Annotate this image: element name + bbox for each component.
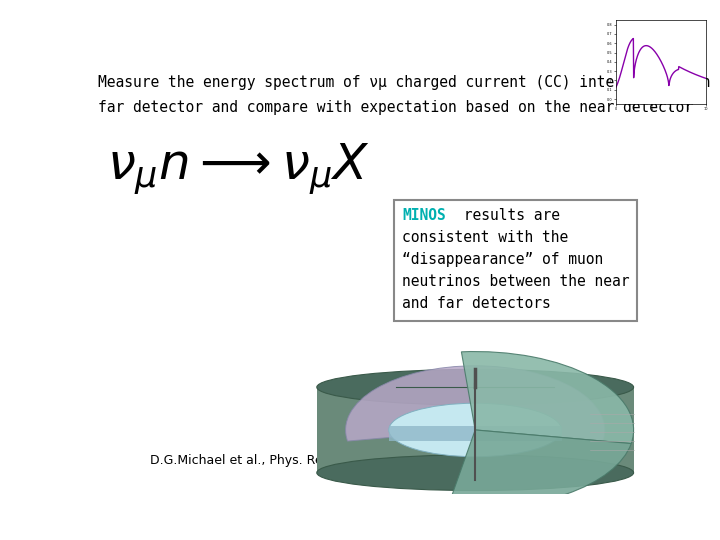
Text: results are: results are xyxy=(456,208,560,223)
Text: Measure the energy spectrum of νμ charged current (CC) interactions in the: Measure the energy spectrum of νμ charge… xyxy=(99,75,720,90)
Ellipse shape xyxy=(389,403,562,457)
Text: 26: 26 xyxy=(611,454,634,472)
Text: neutrinos between the near: neutrinos between the near xyxy=(402,274,630,289)
Text: (2006) 191801.: (2006) 191801. xyxy=(384,454,485,467)
Text: “disappearance” of muon: “disappearance” of muon xyxy=(402,252,604,267)
Ellipse shape xyxy=(317,455,634,490)
Text: D.G.Michael et al., Phys. Rev. Lett.: D.G.Michael et al., Phys. Rev. Lett. xyxy=(150,454,369,467)
Wedge shape xyxy=(448,430,631,508)
Text: $\nu_{\mu}n \longrightarrow \nu_{\mu}X$: $\nu_{\mu}n \longrightarrow \nu_{\mu}X$ xyxy=(107,141,370,197)
Bar xyxy=(389,427,562,441)
Ellipse shape xyxy=(317,369,634,405)
FancyBboxPatch shape xyxy=(394,200,637,321)
Text: MINOS: MINOS xyxy=(402,208,446,223)
Text: consistent with the: consistent with the xyxy=(402,230,569,245)
Text: far detector and compare with expectation based on the near detector: far detector and compare with expectatio… xyxy=(99,100,693,115)
Text: and far detectors: and far detectors xyxy=(402,296,552,312)
Wedge shape xyxy=(462,352,634,443)
Bar xyxy=(317,387,634,472)
Wedge shape xyxy=(346,366,605,441)
Text: 97: 97 xyxy=(369,454,387,467)
